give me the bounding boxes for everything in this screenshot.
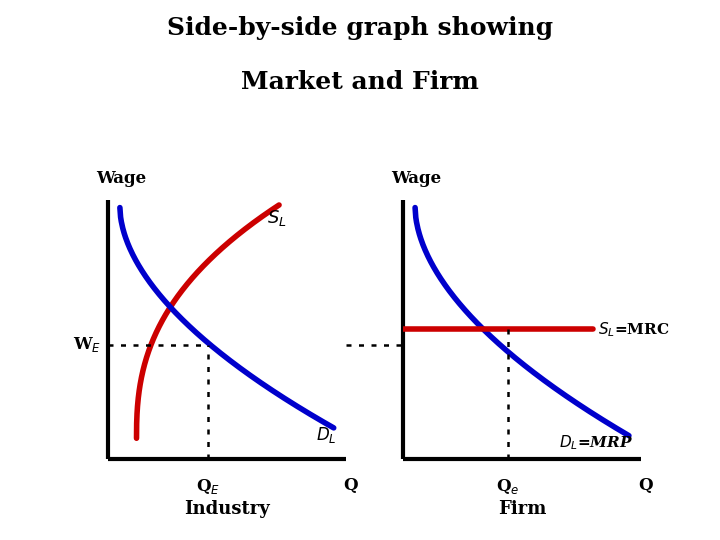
Text: $D_L$=MRP: $D_L$=MRP — [559, 433, 634, 452]
Text: Firm: Firm — [498, 501, 546, 518]
Text: $S_L$=MRC: $S_L$=MRC — [598, 320, 670, 339]
Text: Side-by-side graph showing: Side-by-side graph showing — [167, 16, 553, 40]
Text: Market and Firm: Market and Firm — [241, 70, 479, 94]
Text: $D_L$: $D_L$ — [315, 426, 336, 446]
Text: Q$_e$: Q$_e$ — [496, 477, 519, 496]
Text: Wage: Wage — [96, 170, 146, 187]
Text: Q$_E$: Q$_E$ — [196, 477, 220, 496]
Text: $S_L$: $S_L$ — [267, 207, 287, 227]
Text: Industry: Industry — [184, 501, 270, 518]
Text: Q: Q — [638, 477, 653, 494]
Text: Wage: Wage — [392, 170, 441, 187]
Text: W$_E$: W$_E$ — [73, 335, 101, 354]
Text: Q: Q — [343, 477, 358, 494]
